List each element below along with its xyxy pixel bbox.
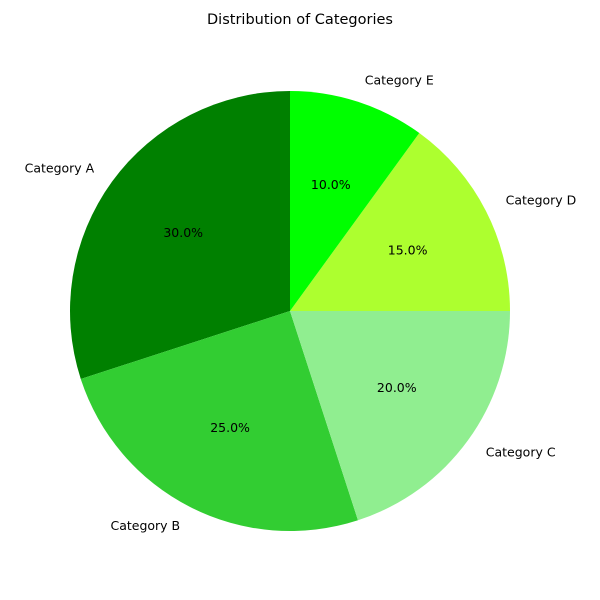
pie-category-label-category-d: Category D <box>506 193 577 208</box>
pie-pct-label-category-d: 15.0% <box>388 243 428 258</box>
pie-slice-category-b <box>80 311 358 531</box>
pie-category-label-category-c: Category C <box>486 445 556 460</box>
pie-slice-category-e <box>290 91 420 311</box>
pie-pct-label-category-b: 25.0% <box>210 420 250 435</box>
pie-slice-category-a <box>70 91 290 379</box>
pie-pct-label-category-e: 10.0% <box>311 177 351 192</box>
pie-category-label-category-a: Category A <box>25 160 95 175</box>
pie-slice-category-d <box>290 133 510 311</box>
pie-pct-label-category-a: 30.0% <box>163 225 203 240</box>
pie-pct-label-category-c: 20.0% <box>377 380 417 395</box>
chart-title: Distribution of Categories <box>207 12 393 28</box>
pie-slice-category-c <box>290 311 510 521</box>
pie-category-label-category-e: Category E <box>365 72 434 87</box>
pie-category-label-category-b: Category B <box>110 518 180 533</box>
